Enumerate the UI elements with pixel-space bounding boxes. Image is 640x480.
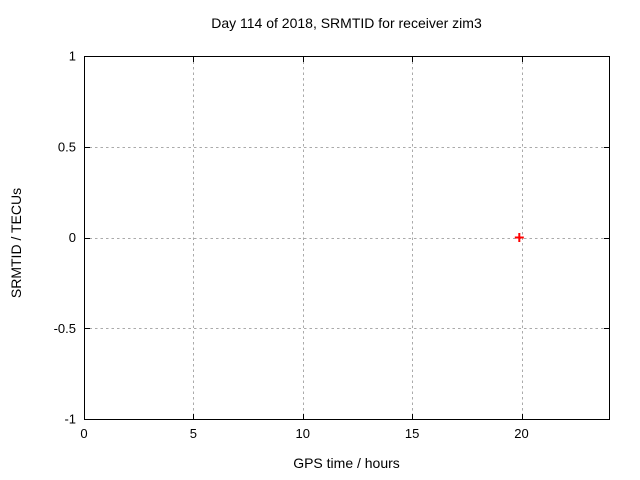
x-axis-label: GPS time / hours: [293, 455, 400, 471]
x-tick-label: 0: [80, 426, 87, 441]
y-tick-label: 0: [69, 230, 76, 245]
y-tick-label: -0.5: [54, 321, 76, 336]
y-tick-label: 1: [69, 49, 76, 64]
x-tick-label: 15: [405, 426, 419, 441]
plot-border: [84, 56, 610, 420]
x-tick-label: 5: [190, 426, 197, 441]
x-tick-label: 20: [514, 426, 528, 441]
y-tick-label: -1: [64, 412, 76, 427]
x-tick-label: 10: [296, 426, 310, 441]
y-axis-label: SRMTID / TECUs: [8, 187, 24, 299]
y-tick-label: 0.5: [58, 139, 76, 154]
chart-title: Day 114 of 2018, SRMTID for receiver zim…: [211, 15, 482, 31]
